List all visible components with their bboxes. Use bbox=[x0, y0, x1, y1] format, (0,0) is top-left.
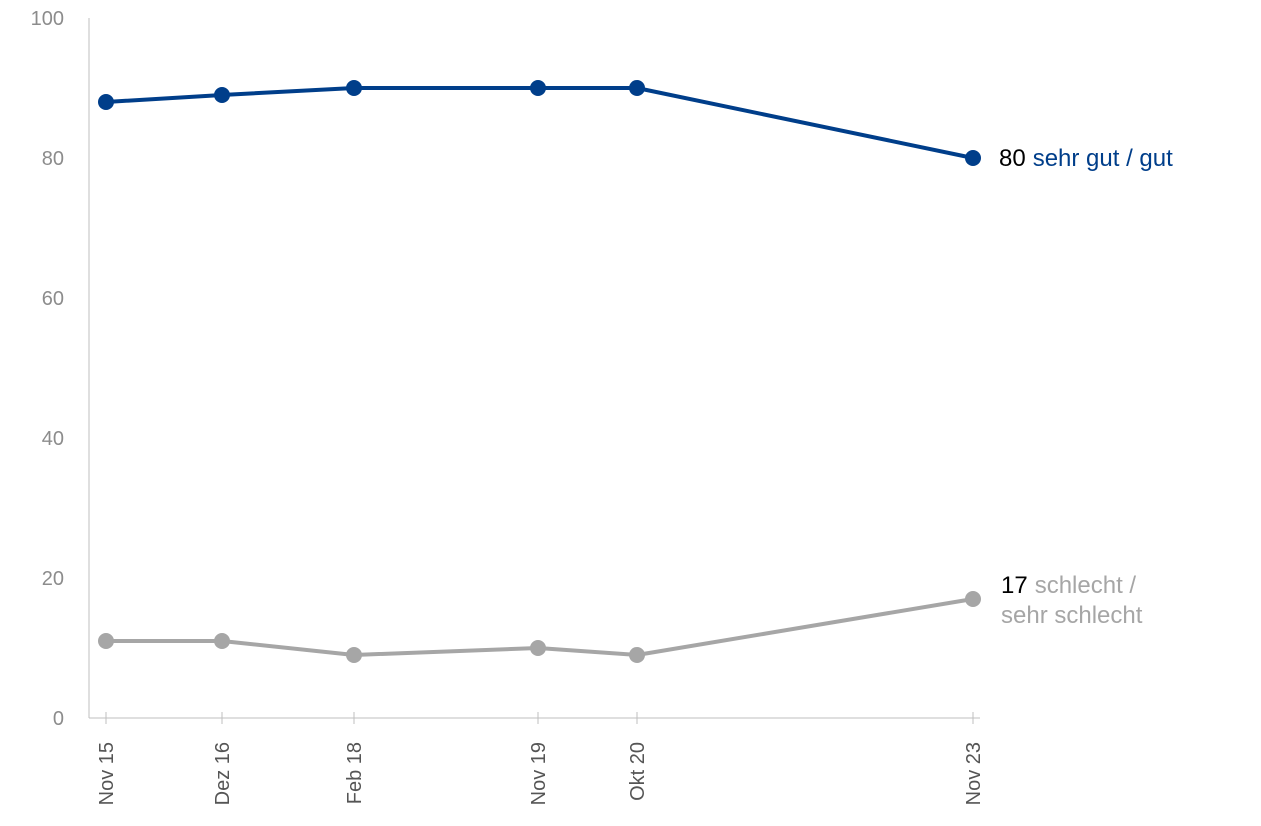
series-line bbox=[106, 597, 974, 657]
series-1 bbox=[98, 80, 981, 166]
data-point bbox=[214, 633, 230, 649]
y-tick-label: 60 bbox=[42, 288, 64, 310]
chart-axes bbox=[88, 18, 980, 719]
end-value-label: 17 bbox=[1001, 572, 1028, 599]
x-axis-ticks: Nov 15 Dez 16 Feb 18 Nov 19 Okt 20 Nov 23 bbox=[96, 712, 985, 805]
data-point bbox=[530, 80, 546, 96]
data-point bbox=[346, 80, 362, 96]
y-axis-ticks: 0 20 40 60 80 100 bbox=[31, 8, 64, 730]
x-tick-label: Nov 15 bbox=[96, 742, 118, 805]
y-tick-label: 100 bbox=[31, 8, 64, 30]
data-point bbox=[629, 80, 645, 96]
y-tick-label: 20 bbox=[42, 568, 64, 590]
data-point bbox=[346, 647, 362, 663]
y-tick-label: 40 bbox=[42, 428, 64, 450]
series-2 bbox=[98, 591, 981, 663]
end-series-name-line: sehr schlecht bbox=[1001, 602, 1143, 629]
y-tick-label: 80 bbox=[42, 148, 64, 170]
data-point bbox=[98, 94, 114, 110]
end-labels: 80 sehr gut / gut 17 schlecht / sehr schlech… bbox=[999, 145, 1173, 629]
end-label: 17 schlecht / bbox=[1001, 572, 1136, 599]
data-point bbox=[965, 591, 981, 607]
end-series-name: sehr gut / gut bbox=[1033, 145, 1173, 172]
data-point bbox=[629, 647, 645, 663]
data-point bbox=[965, 150, 981, 166]
end-series-name: schlecht / bbox=[1035, 572, 1137, 599]
x-tick-label: Feb 18 bbox=[344, 742, 366, 804]
x-tick-label: Okt 20 bbox=[627, 742, 649, 801]
data-point bbox=[98, 633, 114, 649]
y-tick-label: 0 bbox=[53, 708, 64, 730]
data-point bbox=[214, 87, 230, 103]
x-tick-label: Nov 23 bbox=[963, 742, 985, 805]
end-value-label: 80 bbox=[999, 145, 1026, 172]
chart-series bbox=[98, 80, 981, 663]
series-line bbox=[105, 86, 974, 160]
data-point bbox=[530, 640, 546, 656]
x-tick-label: Dez 16 bbox=[212, 742, 234, 805]
x-tick-label: Nov 19 bbox=[528, 742, 550, 805]
end-label: 80 sehr gut / gut bbox=[999, 145, 1173, 172]
